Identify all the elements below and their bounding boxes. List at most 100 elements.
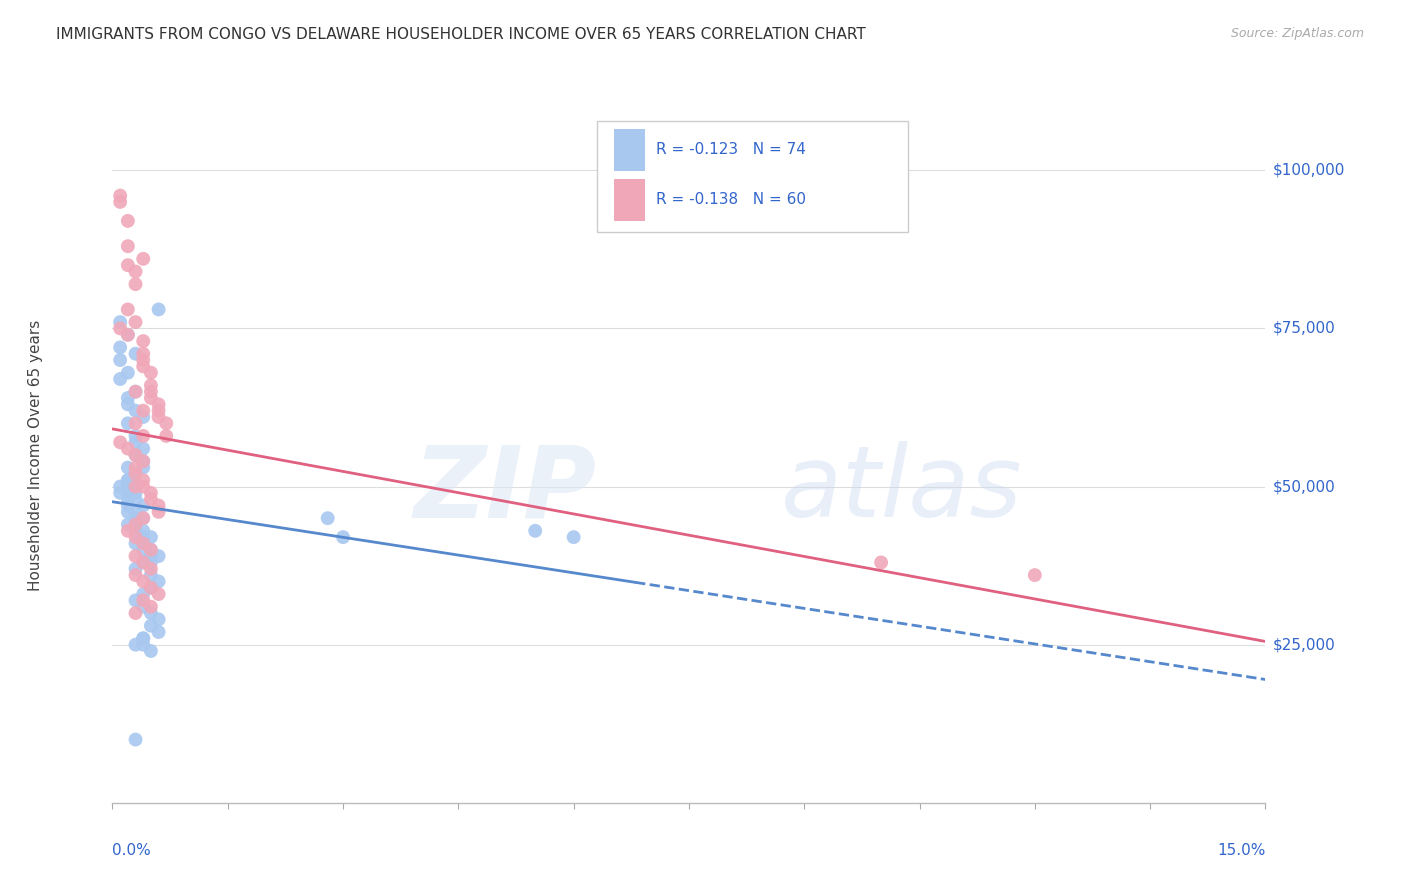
Point xyxy=(124,517,146,532)
Point xyxy=(132,454,155,468)
Text: Source: ZipAtlas.com: Source: ZipAtlas.com xyxy=(1230,27,1364,40)
Point xyxy=(132,599,155,614)
Point xyxy=(132,536,155,550)
Point xyxy=(870,556,893,570)
Point xyxy=(124,568,146,582)
Point xyxy=(132,593,155,607)
Point xyxy=(124,384,146,399)
Point xyxy=(524,524,547,538)
Point xyxy=(148,403,170,417)
Point xyxy=(124,417,146,431)
Point xyxy=(124,486,146,500)
Point xyxy=(132,454,155,468)
Point xyxy=(132,556,155,570)
Point xyxy=(132,574,155,589)
Point xyxy=(139,644,162,658)
Point xyxy=(124,277,146,292)
Text: Householder Income Over 65 years: Householder Income Over 65 years xyxy=(28,319,42,591)
Point xyxy=(117,486,139,500)
Point xyxy=(1024,568,1046,582)
Point xyxy=(562,530,585,544)
Point xyxy=(117,258,139,272)
Point xyxy=(148,587,170,601)
Point xyxy=(124,460,146,475)
Point xyxy=(132,479,155,493)
Point xyxy=(132,334,155,348)
Point xyxy=(108,188,131,202)
Point xyxy=(124,429,146,443)
Point xyxy=(124,435,146,450)
Point xyxy=(108,486,131,500)
Point xyxy=(124,347,146,361)
Text: IMMIGRANTS FROM CONGO VS DELAWARE HOUSEHOLDER INCOME OVER 65 YEARS CORRELATION C: IMMIGRANTS FROM CONGO VS DELAWARE HOUSEH… xyxy=(56,27,866,42)
Point xyxy=(148,625,170,640)
Point xyxy=(117,492,139,507)
Point xyxy=(316,511,339,525)
Point xyxy=(132,429,155,443)
Text: $50,000: $50,000 xyxy=(1272,479,1336,494)
Point xyxy=(108,194,131,209)
Point xyxy=(132,403,155,417)
Point xyxy=(117,473,139,487)
Point xyxy=(132,632,155,646)
Point xyxy=(124,511,146,525)
Point xyxy=(148,499,170,513)
Text: 15.0%: 15.0% xyxy=(1218,843,1265,858)
Point xyxy=(139,568,162,582)
Point xyxy=(132,347,155,361)
Point xyxy=(117,391,139,405)
Point xyxy=(139,366,162,380)
Point xyxy=(132,252,155,266)
Point xyxy=(117,397,139,411)
Point xyxy=(139,562,162,576)
Point xyxy=(148,397,170,411)
Point xyxy=(132,638,155,652)
Point xyxy=(139,542,162,557)
Point xyxy=(117,505,139,519)
Point xyxy=(117,442,139,456)
Point xyxy=(124,467,146,481)
Point xyxy=(139,606,162,620)
Point xyxy=(132,499,155,513)
Point xyxy=(117,327,139,342)
Text: R = -0.138   N = 60: R = -0.138 N = 60 xyxy=(655,193,806,208)
Point xyxy=(132,511,155,525)
Point xyxy=(132,556,155,570)
Point xyxy=(124,479,146,493)
Point xyxy=(124,593,146,607)
Text: ZIP: ZIP xyxy=(413,442,596,538)
Point xyxy=(124,467,146,481)
Point xyxy=(124,549,146,563)
Point xyxy=(117,524,139,538)
Point xyxy=(117,366,139,380)
Point xyxy=(124,403,146,417)
Point xyxy=(108,372,131,386)
Point xyxy=(139,486,162,500)
Point xyxy=(117,517,139,532)
Point xyxy=(124,606,146,620)
Point xyxy=(108,479,131,493)
Point xyxy=(148,574,170,589)
Text: 0.0%: 0.0% xyxy=(112,843,152,858)
Point xyxy=(124,524,146,538)
Text: R = -0.123   N = 74: R = -0.123 N = 74 xyxy=(655,143,806,157)
Point xyxy=(117,479,139,493)
Point xyxy=(124,517,146,532)
Point xyxy=(139,542,162,557)
Point xyxy=(117,499,139,513)
Point xyxy=(117,460,139,475)
Point xyxy=(124,448,146,462)
Point xyxy=(108,321,131,335)
Text: $75,000: $75,000 xyxy=(1272,321,1336,336)
Point xyxy=(124,536,146,550)
Point xyxy=(108,435,131,450)
Point xyxy=(117,214,139,228)
Point xyxy=(155,429,177,443)
Text: $25,000: $25,000 xyxy=(1272,637,1336,652)
Point xyxy=(132,460,155,475)
Point xyxy=(124,562,146,576)
Point xyxy=(124,530,146,544)
Point xyxy=(148,302,170,317)
Point xyxy=(139,549,162,563)
Point xyxy=(139,599,162,614)
